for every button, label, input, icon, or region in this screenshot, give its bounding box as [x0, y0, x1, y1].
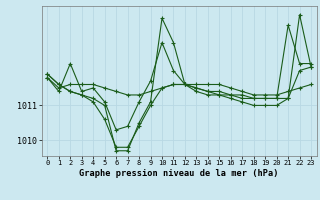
- X-axis label: Graphe pression niveau de la mer (hPa): Graphe pression niveau de la mer (hPa): [79, 169, 279, 178]
